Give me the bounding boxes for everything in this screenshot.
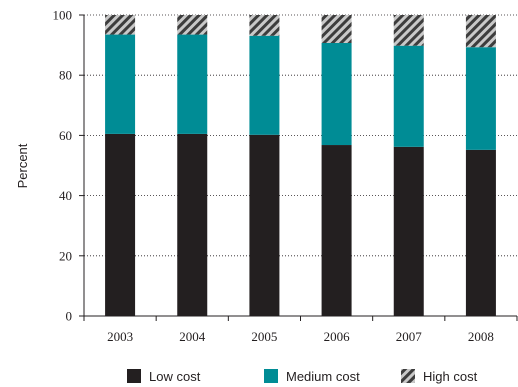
y-axis-title: Percent bbox=[15, 143, 30, 188]
bar-segment-high-cost bbox=[321, 15, 352, 43]
legend-label: High cost bbox=[423, 369, 478, 384]
legend: Low cost Medium cost High cost bbox=[127, 369, 478, 384]
bar-segment-medium-cost bbox=[321, 42, 352, 146]
bar-segment-high-cost bbox=[465, 15, 496, 48]
bar-segment-high-cost bbox=[393, 15, 424, 46]
bar-segment-low-cost bbox=[177, 133, 208, 316]
bar-segment-medium-cost bbox=[393, 45, 424, 147]
bar-segment-low-cost bbox=[393, 146, 424, 316]
bar-segment-medium-cost bbox=[177, 34, 208, 134]
x-tick-label: 2006 bbox=[324, 329, 351, 344]
y-tick-label: 0 bbox=[66, 309, 73, 324]
gridlines bbox=[84, 14, 517, 257]
legend-swatch-low-cost bbox=[127, 369, 141, 383]
legend-swatch-medium-cost bbox=[264, 369, 278, 383]
bar-segment-high-cost bbox=[105, 15, 136, 35]
bar-segment-low-cost bbox=[249, 134, 280, 316]
legend-label: Low cost bbox=[149, 369, 201, 384]
x-tick-label: 2004 bbox=[179, 329, 206, 344]
x-tick-label: 2003 bbox=[107, 329, 133, 344]
bar-segment-high-cost bbox=[177, 15, 208, 35]
x-tick-label: 2005 bbox=[251, 329, 277, 344]
y-tick-label: 20 bbox=[59, 248, 72, 263]
y-tick-label: 60 bbox=[59, 128, 72, 143]
bar-segment-low-cost bbox=[321, 145, 352, 316]
x-tick-label: 2008 bbox=[468, 329, 494, 344]
bar-segment-high-cost bbox=[249, 15, 280, 36]
legend-swatch-high-cost bbox=[401, 369, 415, 383]
bar-segment-low-cost bbox=[105, 133, 136, 316]
bar-segment-low-cost bbox=[465, 149, 496, 316]
y-tick-label: 80 bbox=[59, 68, 72, 83]
bars bbox=[105, 15, 496, 316]
y-tick-labels: 0 20 40 60 80 100 bbox=[53, 8, 84, 324]
bar-segment-medium-cost bbox=[465, 47, 496, 150]
bar-segment-medium-cost bbox=[105, 34, 136, 134]
legend-label: Medium cost bbox=[286, 369, 360, 384]
y-tick-label: 40 bbox=[59, 188, 72, 203]
x-tick-label: 2007 bbox=[396, 329, 423, 344]
bar-segment-medium-cost bbox=[249, 35, 280, 135]
axes bbox=[83, 15, 517, 317]
y-tick-label: 100 bbox=[53, 8, 73, 23]
x-tick-labels: 2003 2004 2005 2006 2007 2008 bbox=[83, 316, 518, 344]
